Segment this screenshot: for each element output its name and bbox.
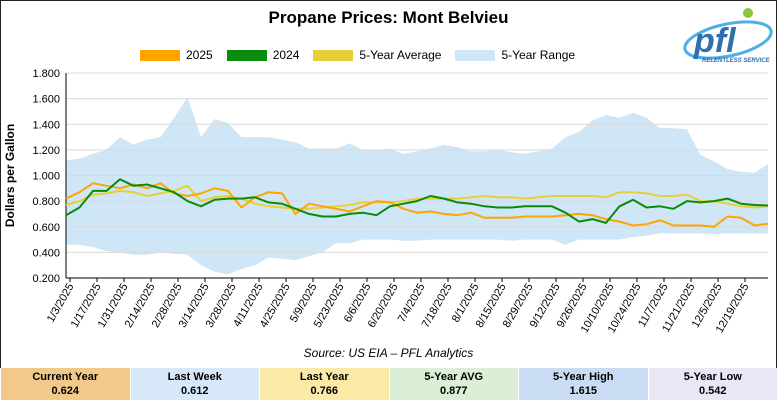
stat-label: Last Week — [167, 371, 222, 383]
legend-swatch — [455, 49, 496, 61]
stat-value: 0.542 — [698, 385, 727, 397]
stats-bar: Current Year 0.624 Last Week 0.612 Last Year… — [0, 368, 777, 400]
stat-value: 0.877 — [439, 385, 468, 397]
stat-value: 0.766 — [310, 385, 339, 397]
stat-label: 5-Year AVG — [424, 371, 484, 383]
y-tick-label: 0.200 — [32, 273, 60, 285]
legend-label: 5-Year Average — [359, 48, 442, 62]
logo-tagline: RELENTLESS SERVICE — [702, 58, 771, 64]
legend-label: 2025 — [186, 48, 213, 62]
logo-text: pfl — [693, 22, 737, 60]
legend-item-5yr-range: 5-Year Range — [455, 48, 575, 62]
stat-last-week: Last Week 0.612 — [129, 368, 259, 400]
y-axis-label: Dollars per Gallon — [3, 124, 17, 227]
chart-title: Propane Prices: Mont Belvieu — [268, 8, 509, 27]
legend-swatch — [140, 49, 180, 61]
legend-item-2025: 2025 — [140, 48, 213, 62]
stat-label: Current Year — [32, 371, 99, 383]
stat-5-year-high: 5-Year High 1.615 — [518, 368, 648, 400]
chart-legend: 2025 2024 5-Year Average 5-Year Range — [140, 48, 575, 62]
legend-swatch — [226, 49, 267, 61]
y-tick-label: 1.400 — [32, 119, 60, 131]
stat-5-year-avg: 5-Year AVG 0.877 — [388, 368, 518, 400]
legend-swatch — [313, 49, 354, 61]
stat-last-year: Last Year 0.766 — [259, 368, 389, 400]
pfl-logo: pfl RELENTLESS SERVICE — [683, 8, 773, 64]
range-band — [66, 97, 768, 275]
y-tick-label: 0.400 — [32, 247, 60, 259]
stat-label: 5-Year High — [552, 371, 614, 383]
series-line-2025 — [65, 182, 769, 228]
y-tick-label: 1.600 — [32, 94, 60, 106]
legend-label: 5-Year Range — [501, 48, 576, 62]
stat-label: Last Year — [299, 371, 349, 383]
y-tick-label: 0.600 — [32, 222, 60, 234]
stat-current-year: Current Year 0.624 — [0, 368, 130, 400]
legend-label: 2024 — [272, 48, 300, 62]
series-line-2024 — [65, 178, 769, 224]
stat-value: 0.624 — [51, 385, 80, 397]
series-line-5-year-average — [65, 184, 769, 210]
y-tick-label: 1.800 — [32, 68, 60, 80]
legend-item-5yr-average: 5-Year Average — [313, 48, 441, 62]
stat-value: 0.612 — [180, 385, 209, 397]
stat-label: 5-Year Low — [683, 371, 742, 383]
y-tick-label: 0.800 — [32, 196, 60, 208]
stat-5-year-low: 5-Year Low 0.542 — [647, 368, 777, 400]
legend-item-2024: 2024 — [226, 48, 300, 62]
y-tick-label: 1.200 — [32, 145, 60, 157]
y-tick-label: 1.000 — [32, 171, 60, 183]
stat-value: 1.615 — [569, 385, 598, 397]
source-note: Source: US EIA – PFL Analytics — [303, 346, 474, 360]
